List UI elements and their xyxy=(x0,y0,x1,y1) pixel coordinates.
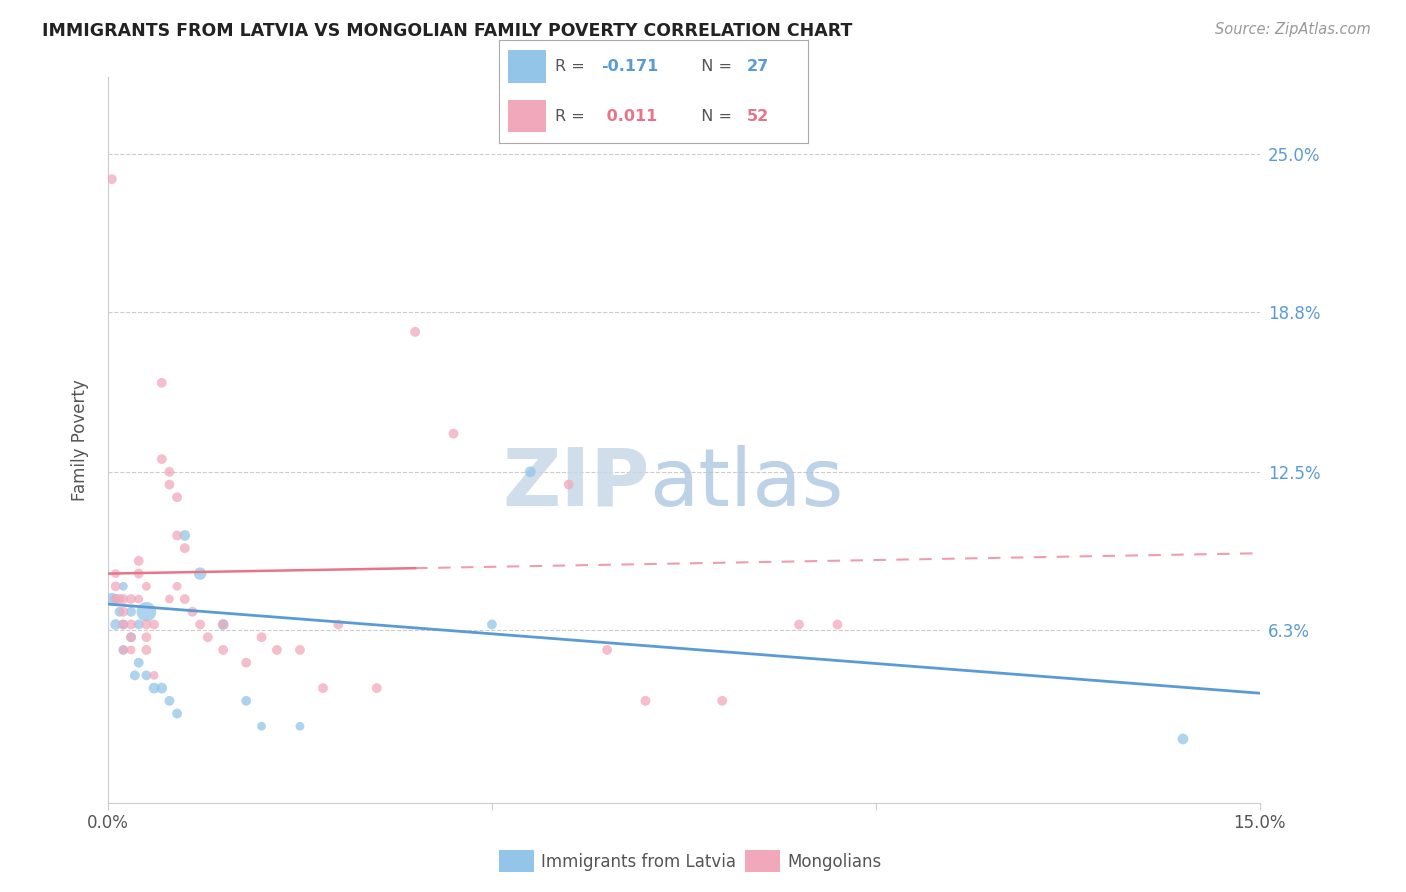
Point xyxy=(481,617,503,632)
Point xyxy=(120,630,142,644)
Point xyxy=(173,541,195,556)
Point xyxy=(135,643,157,657)
Point xyxy=(135,630,157,644)
Point xyxy=(181,605,204,619)
Text: atlas: atlas xyxy=(650,444,844,523)
Point xyxy=(166,579,188,593)
Point xyxy=(128,566,150,581)
Point xyxy=(128,554,150,568)
Point xyxy=(135,605,157,619)
Point xyxy=(104,592,127,607)
Point xyxy=(143,617,166,632)
Point xyxy=(711,694,734,708)
Point xyxy=(150,452,173,467)
Point xyxy=(288,719,311,733)
Point xyxy=(197,630,219,644)
Point xyxy=(120,592,142,607)
Point xyxy=(596,643,619,657)
Point xyxy=(157,694,180,708)
Point xyxy=(188,617,211,632)
Point xyxy=(112,643,135,657)
Text: R =: R = xyxy=(555,109,589,124)
Point xyxy=(266,643,288,657)
Point xyxy=(173,528,195,542)
Point xyxy=(404,325,426,339)
Y-axis label: Family Poverty: Family Poverty xyxy=(72,379,89,501)
Point xyxy=(112,617,135,632)
Text: -0.171: -0.171 xyxy=(602,59,658,74)
Point xyxy=(250,719,273,733)
Point xyxy=(128,656,150,670)
Text: Mongolians: Mongolians xyxy=(787,853,882,871)
Point xyxy=(120,605,142,619)
Point xyxy=(120,617,142,632)
Point xyxy=(166,490,188,504)
Point xyxy=(124,668,146,682)
Point xyxy=(366,681,388,695)
Point xyxy=(235,656,257,670)
Point xyxy=(112,592,135,607)
Point xyxy=(128,592,150,607)
Point xyxy=(235,694,257,708)
Point xyxy=(104,566,127,581)
Point xyxy=(166,528,188,542)
Point xyxy=(212,643,235,657)
Text: N =: N = xyxy=(690,109,737,124)
Point xyxy=(112,579,135,593)
Point xyxy=(157,477,180,491)
Point xyxy=(120,643,142,657)
Point xyxy=(128,617,150,632)
Point xyxy=(108,592,131,607)
Text: 27: 27 xyxy=(747,59,769,74)
Point xyxy=(143,681,166,695)
Point xyxy=(157,592,180,607)
Point xyxy=(634,694,657,708)
Point xyxy=(212,617,235,632)
Bar xyxy=(509,50,546,83)
Text: N =: N = xyxy=(690,59,737,74)
Point xyxy=(104,592,127,607)
Point xyxy=(166,706,188,721)
Point xyxy=(1171,731,1194,746)
Point xyxy=(312,681,335,695)
Point xyxy=(443,426,465,441)
Point xyxy=(112,605,135,619)
Text: IMMIGRANTS FROM LATVIA VS MONGOLIAN FAMILY POVERTY CORRELATION CHART: IMMIGRANTS FROM LATVIA VS MONGOLIAN FAMI… xyxy=(42,22,852,40)
Point xyxy=(108,605,131,619)
Point xyxy=(135,617,157,632)
Point xyxy=(101,172,124,186)
Point xyxy=(135,668,157,682)
Point xyxy=(212,617,235,632)
Point xyxy=(288,643,311,657)
Point xyxy=(328,617,350,632)
Point xyxy=(120,630,142,644)
Point xyxy=(101,592,124,607)
Point xyxy=(143,668,166,682)
Point xyxy=(519,465,541,479)
Point xyxy=(150,376,173,390)
Text: 52: 52 xyxy=(747,109,769,124)
Bar xyxy=(509,100,546,132)
Text: R =: R = xyxy=(555,59,589,74)
Point xyxy=(104,579,127,593)
Point xyxy=(135,579,157,593)
Text: ZIP: ZIP xyxy=(502,444,650,523)
Point xyxy=(173,592,195,607)
Point xyxy=(112,617,135,632)
Point xyxy=(157,465,180,479)
Point xyxy=(150,681,173,695)
Text: Source: ZipAtlas.com: Source: ZipAtlas.com xyxy=(1215,22,1371,37)
Point xyxy=(827,617,849,632)
Point xyxy=(250,630,273,644)
Point xyxy=(787,617,810,632)
Text: Immigrants from Latvia: Immigrants from Latvia xyxy=(541,853,737,871)
Point xyxy=(104,617,127,632)
Point xyxy=(112,643,135,657)
Text: 0.011: 0.011 xyxy=(602,109,658,124)
Point xyxy=(188,566,211,581)
Point xyxy=(557,477,579,491)
